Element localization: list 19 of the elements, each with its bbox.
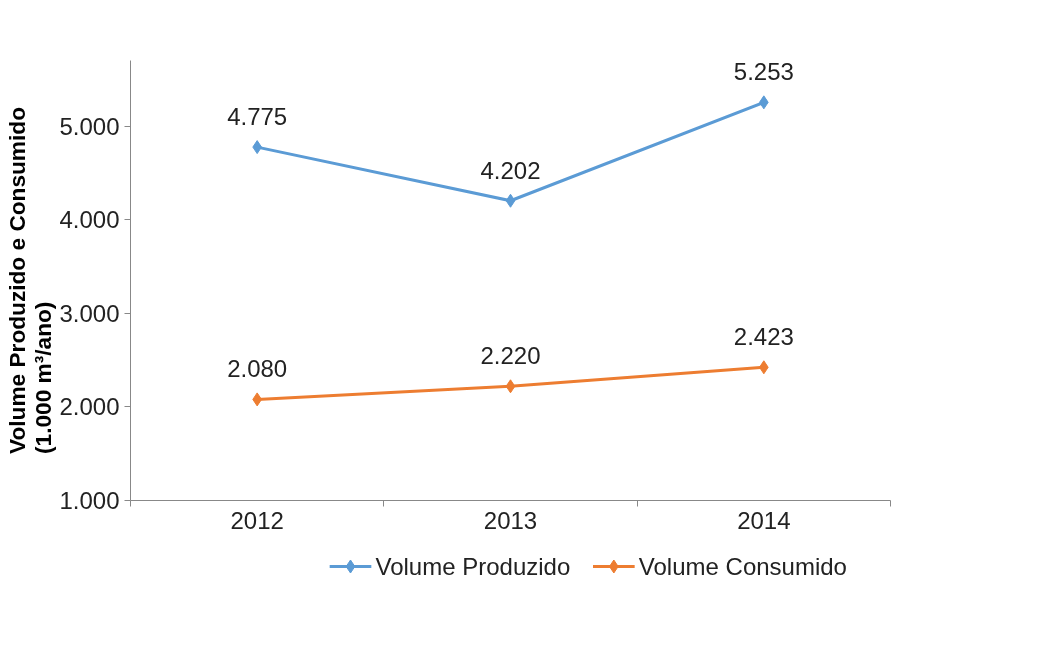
y-tick-label: 4.000: [59, 206, 120, 234]
data-label: 2.423: [733, 323, 794, 351]
data-label: 2.220: [480, 342, 541, 370]
data-label: 5.253: [733, 58, 794, 86]
data-label: 2.080: [227, 355, 288, 383]
y-tick-label: 3.000: [59, 299, 120, 327]
data-label: 4.775: [227, 103, 288, 131]
y-tick-label: 2.000: [59, 393, 120, 421]
point: [505, 379, 516, 394]
x-tick-label: 2014: [737, 506, 791, 534]
data-label: 4.202: [480, 156, 541, 184]
legend-label: Volume Consumido: [638, 553, 847, 580]
x-tick-label: 2013: [483, 506, 538, 534]
point: [505, 193, 516, 208]
y-axis-title: Volume Produzido e Consumido (1.000 m³/ano): [3, 107, 56, 454]
legend-label: Volume Produzido: [375, 553, 571, 580]
y-tick-label: 1.000: [59, 487, 120, 514]
x-tick-label: 2012: [230, 506, 284, 534]
y-tick-label: 5.000: [59, 112, 120, 140]
